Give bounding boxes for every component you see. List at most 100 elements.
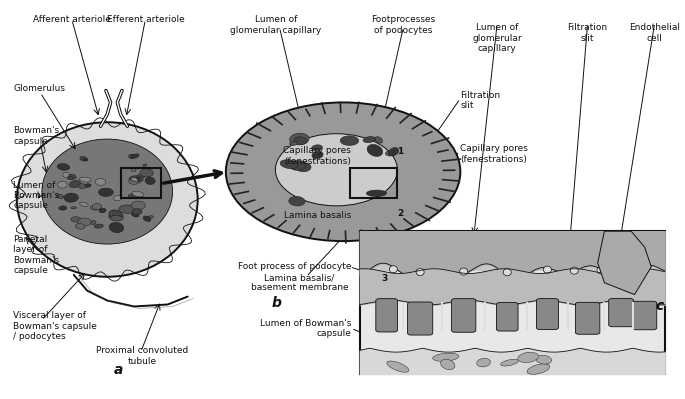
Ellipse shape	[119, 205, 136, 213]
Ellipse shape	[416, 269, 424, 276]
Ellipse shape	[388, 148, 399, 156]
Text: Capillary pores
(fenestrations): Capillary pores (fenestrations)	[284, 146, 351, 166]
Ellipse shape	[92, 203, 101, 209]
Ellipse shape	[84, 158, 88, 161]
Ellipse shape	[109, 210, 122, 219]
Circle shape	[226, 103, 460, 241]
Ellipse shape	[56, 194, 64, 199]
Ellipse shape	[440, 359, 455, 369]
Ellipse shape	[312, 151, 323, 159]
Ellipse shape	[149, 215, 153, 218]
Text: c: c	[655, 300, 664, 314]
Ellipse shape	[63, 172, 69, 178]
Ellipse shape	[69, 180, 81, 188]
Ellipse shape	[290, 133, 309, 145]
Ellipse shape	[95, 179, 105, 186]
Bar	[121, 168, 161, 198]
Ellipse shape	[90, 205, 101, 210]
Ellipse shape	[145, 177, 155, 184]
Ellipse shape	[543, 266, 551, 273]
Ellipse shape	[114, 196, 122, 201]
FancyBboxPatch shape	[575, 302, 600, 334]
Ellipse shape	[312, 145, 323, 151]
Text: Lumen of Bowman's
capsule: Lumen of Bowman's capsule	[260, 318, 351, 338]
Polygon shape	[598, 231, 651, 294]
Ellipse shape	[17, 122, 198, 277]
Ellipse shape	[477, 358, 490, 367]
Ellipse shape	[68, 177, 73, 180]
FancyBboxPatch shape	[451, 299, 476, 332]
Circle shape	[275, 134, 397, 206]
Ellipse shape	[132, 191, 144, 197]
Ellipse shape	[99, 188, 113, 196]
Ellipse shape	[536, 355, 551, 364]
Ellipse shape	[129, 178, 139, 184]
FancyBboxPatch shape	[632, 301, 657, 330]
Ellipse shape	[32, 133, 183, 254]
Ellipse shape	[460, 268, 468, 275]
Text: 2: 2	[397, 209, 403, 218]
Ellipse shape	[289, 196, 305, 206]
Text: Capillary pores
(fenestrations): Capillary pores (fenestrations)	[460, 144, 528, 164]
Ellipse shape	[80, 156, 87, 161]
Ellipse shape	[132, 178, 140, 181]
Ellipse shape	[71, 217, 82, 222]
Text: Footprocesses
of podocytes: Footprocesses of podocytes	[371, 15, 436, 35]
Ellipse shape	[387, 361, 409, 372]
Ellipse shape	[90, 221, 96, 225]
FancyBboxPatch shape	[609, 298, 634, 327]
Ellipse shape	[294, 137, 307, 144]
Ellipse shape	[109, 222, 124, 233]
Ellipse shape	[78, 184, 86, 189]
Ellipse shape	[109, 212, 123, 221]
Ellipse shape	[375, 137, 382, 143]
Text: Endothelial
cell: Endothelial cell	[629, 23, 680, 43]
Ellipse shape	[129, 176, 143, 183]
Text: Filtration
slit: Filtration slit	[568, 23, 608, 43]
Ellipse shape	[570, 267, 578, 274]
Ellipse shape	[143, 164, 147, 166]
Ellipse shape	[340, 136, 359, 146]
Ellipse shape	[294, 162, 303, 165]
Ellipse shape	[131, 178, 138, 182]
Text: Efferent arteriole: Efferent arteriole	[107, 15, 184, 24]
Ellipse shape	[290, 142, 298, 145]
Ellipse shape	[129, 154, 135, 158]
Text: Parietal
layer of
Bowman's
capsule: Parietal layer of Bowman's capsule	[14, 235, 60, 275]
Ellipse shape	[289, 160, 306, 170]
Ellipse shape	[95, 224, 103, 228]
Text: Lamina basalis/
basement membrane: Lamina basalis/ basement membrane	[251, 273, 349, 292]
Text: Visceral layer of
Bowman's capsule
/ podocytes: Visceral layer of Bowman's capsule / pod…	[14, 311, 97, 341]
FancyBboxPatch shape	[536, 298, 558, 330]
Ellipse shape	[112, 217, 116, 220]
Ellipse shape	[597, 267, 605, 274]
Text: Lumen of
glomerular
capillary: Lumen of glomerular capillary	[473, 23, 522, 53]
Ellipse shape	[84, 184, 91, 188]
Ellipse shape	[77, 218, 91, 226]
Text: a: a	[114, 363, 123, 377]
Text: Filtration
slit: Filtration slit	[460, 91, 501, 110]
FancyBboxPatch shape	[376, 299, 397, 332]
Text: Proximal convoluted
tubule: Proximal convoluted tubule	[96, 346, 188, 366]
Ellipse shape	[58, 182, 67, 188]
Ellipse shape	[296, 162, 311, 172]
Ellipse shape	[42, 139, 173, 244]
Ellipse shape	[71, 207, 77, 209]
Ellipse shape	[433, 353, 459, 361]
Ellipse shape	[131, 201, 145, 209]
FancyBboxPatch shape	[497, 302, 518, 331]
Ellipse shape	[99, 208, 106, 213]
Ellipse shape	[143, 216, 151, 221]
Ellipse shape	[136, 174, 145, 179]
Ellipse shape	[367, 144, 383, 156]
Ellipse shape	[131, 168, 136, 172]
Bar	[360, 231, 664, 374]
Ellipse shape	[64, 193, 78, 202]
Text: 1: 1	[397, 148, 403, 156]
FancyBboxPatch shape	[408, 302, 433, 335]
Ellipse shape	[366, 190, 386, 196]
Ellipse shape	[128, 194, 141, 199]
Ellipse shape	[363, 136, 375, 142]
Ellipse shape	[503, 269, 511, 276]
Ellipse shape	[132, 212, 139, 217]
